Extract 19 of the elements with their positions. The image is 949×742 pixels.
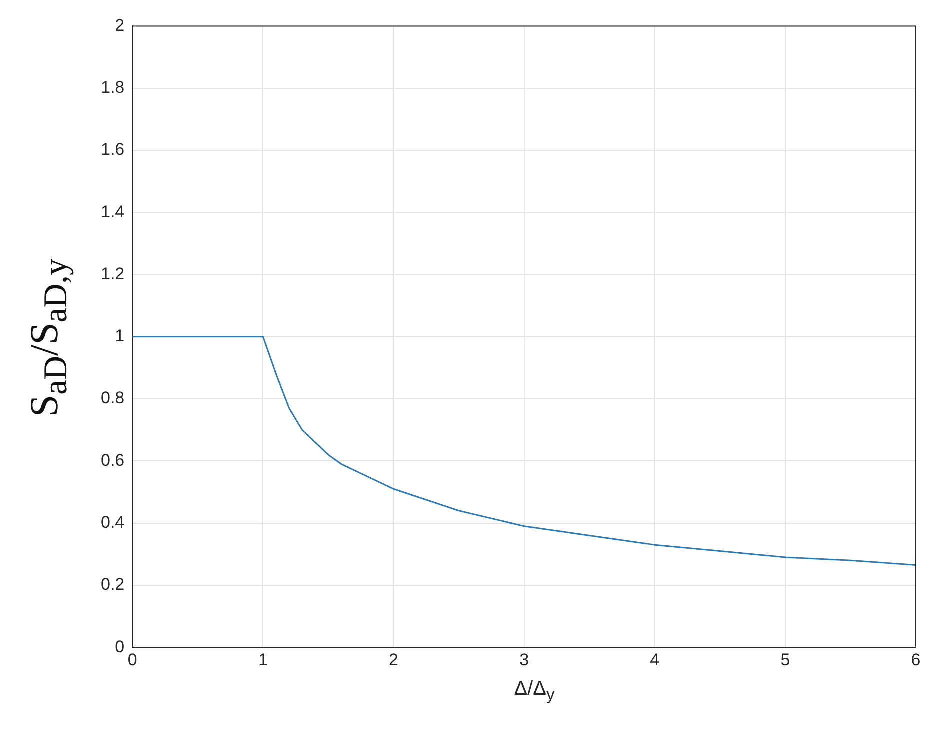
y-tick-label: 0.6 [100,450,125,470]
x-axis-title: Δ/Δ$_{y}$ [513,678,556,705]
x-tick-label: 2 [389,650,398,670]
x-tick-label: 1 [258,650,268,670]
y-tick-label: 0 [115,637,125,656]
x-tick-label: 3 [520,650,530,670]
y-tick-label: 1.8 [100,78,125,98]
y-tick-label: 1.6 [100,140,125,160]
x-tick-label: 4 [650,650,660,670]
y-tick-label: 0.2 [100,575,125,594]
x-tick-label: 6 [911,650,921,670]
y-tick-label: 1.2 [100,264,125,284]
x-tick-label: 5 [780,650,790,670]
y-tick-label: 1 [115,326,125,346]
y-tick-label: 0.8 [100,388,125,408]
x-tick-label: 0 [128,650,138,670]
y-tick-label: 0.4 [100,513,125,532]
y-tick-label: 1.4 [100,202,125,222]
y-tick-label: 2 [115,16,125,35]
